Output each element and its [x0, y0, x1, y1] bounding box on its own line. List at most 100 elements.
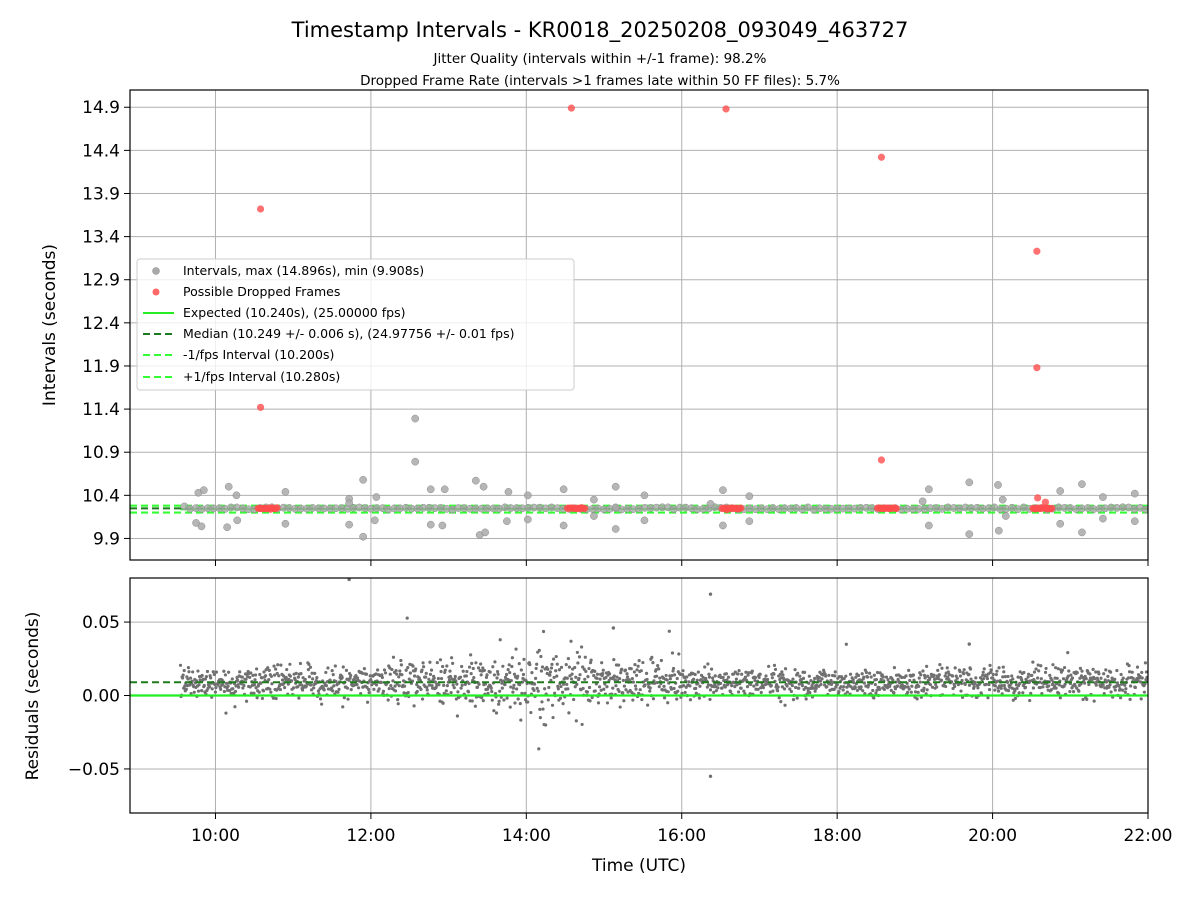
- residual-point: [186, 666, 191, 670]
- interval-point: [1056, 519, 1065, 528]
- residual-point: [583, 677, 587, 681]
- interval-point: [192, 519, 200, 527]
- residual-point: [984, 682, 988, 686]
- residual-point: [1006, 674, 1010, 679]
- residual-point: [503, 682, 507, 687]
- residual-point: [349, 687, 353, 692]
- residual-point: [662, 684, 666, 688]
- residual-point: [226, 670, 231, 674]
- residual-point: [939, 678, 944, 682]
- residual-point: [791, 677, 795, 681]
- residual-point: [611, 686, 615, 690]
- residual-point: [794, 685, 798, 690]
- top-y-tick-label: 13.9: [82, 184, 120, 204]
- residual-point: [871, 688, 875, 693]
- residual-point: [223, 673, 228, 677]
- residual-point: [379, 680, 383, 684]
- residual-point: [651, 660, 655, 665]
- residual-point: [326, 687, 331, 691]
- residual-point: [960, 678, 964, 683]
- residual-point: [915, 697, 919, 701]
- residual-point: [999, 686, 1003, 690]
- residual-point: [494, 711, 499, 715]
- residual-point: [238, 670, 242, 674]
- residual-point: [548, 673, 552, 677]
- residual-point: [692, 677, 696, 681]
- residual-point: [331, 673, 335, 677]
- interval-point: [925, 521, 933, 530]
- residual-point: [761, 686, 765, 690]
- residual-point: [415, 689, 419, 694]
- residual-point: [270, 682, 274, 686]
- interval-point: [223, 523, 231, 532]
- residual-point: [1087, 682, 1091, 687]
- residual-point: [908, 678, 912, 683]
- residual-point: [417, 676, 421, 680]
- residual-point: [1002, 683, 1006, 688]
- residual-point: [470, 661, 474, 665]
- residual-point: [1108, 683, 1112, 687]
- residual-point: [283, 686, 287, 690]
- residual-point: [259, 681, 263, 685]
- residual-point: [406, 665, 410, 670]
- residual-point: [1039, 664, 1043, 668]
- top-y-tick-label: 12.4: [82, 314, 120, 334]
- interval-point: [481, 528, 489, 537]
- residual-point: [797, 686, 801, 690]
- residual-point: [472, 675, 476, 680]
- residual-point: [1016, 675, 1020, 679]
- residual-point: [623, 668, 628, 672]
- residual-point: [1131, 676, 1135, 681]
- top-y-axis-label: Intervals (seconds): [40, 244, 60, 406]
- interval-point: [411, 414, 420, 423]
- residual-point: [214, 670, 219, 674]
- residual-point: [411, 664, 415, 668]
- residual-point: [851, 678, 855, 682]
- residual-point: [667, 629, 671, 633]
- residual-point: [455, 714, 460, 718]
- residual-point: [464, 674, 468, 678]
- residual-point: [974, 676, 978, 680]
- interval-point: [590, 495, 598, 504]
- residual-point: [917, 676, 921, 680]
- residual-point: [736, 672, 740, 676]
- residual-point: [911, 673, 916, 677]
- residual-point: [285, 667, 289, 672]
- residual-point: [224, 711, 228, 715]
- residual-point: [453, 674, 457, 679]
- residual-point: [444, 689, 448, 693]
- residual-point: [769, 684, 773, 688]
- residual-point: [892, 691, 896, 695]
- bottom-x-ticks: 10:00 12:00 14:00 16:00 18:00 20:00 22:00: [191, 813, 1173, 846]
- residual-point: [356, 686, 361, 690]
- residual-point: [907, 668, 911, 672]
- residual-point: [222, 669, 226, 673]
- residual-point: [447, 678, 452, 682]
- residual-point: [309, 683, 313, 687]
- interval-point: [524, 515, 532, 524]
- legend-label-plus-fps: +1/fps Interval (10.280s): [183, 369, 340, 384]
- residual-point: [540, 665, 545, 669]
- residual-point: [959, 689, 963, 693]
- residual-point: [1092, 699, 1096, 703]
- residual-point: [482, 668, 486, 673]
- residual-point: [231, 687, 235, 691]
- residual-point: [1099, 676, 1103, 680]
- residual-point: [205, 669, 210, 674]
- residual-point: [648, 686, 652, 690]
- residual-point: [578, 673, 582, 677]
- residual-point: [771, 689, 775, 693]
- residual-point: [588, 661, 593, 665]
- residual-point: [587, 666, 591, 671]
- residual-point: [677, 652, 681, 656]
- residual-point: [492, 673, 496, 677]
- residual-point: [882, 687, 886, 692]
- interval-point: [224, 482, 233, 491]
- residual-point: [267, 678, 271, 682]
- residual-point: [824, 674, 828, 678]
- dropped-frame-point: [1034, 494, 1042, 502]
- residual-point: [955, 676, 959, 680]
- bottom-y-tick-label: 0.05: [82, 613, 120, 633]
- residual-point: [637, 659, 641, 663]
- residual-point: [643, 683, 647, 687]
